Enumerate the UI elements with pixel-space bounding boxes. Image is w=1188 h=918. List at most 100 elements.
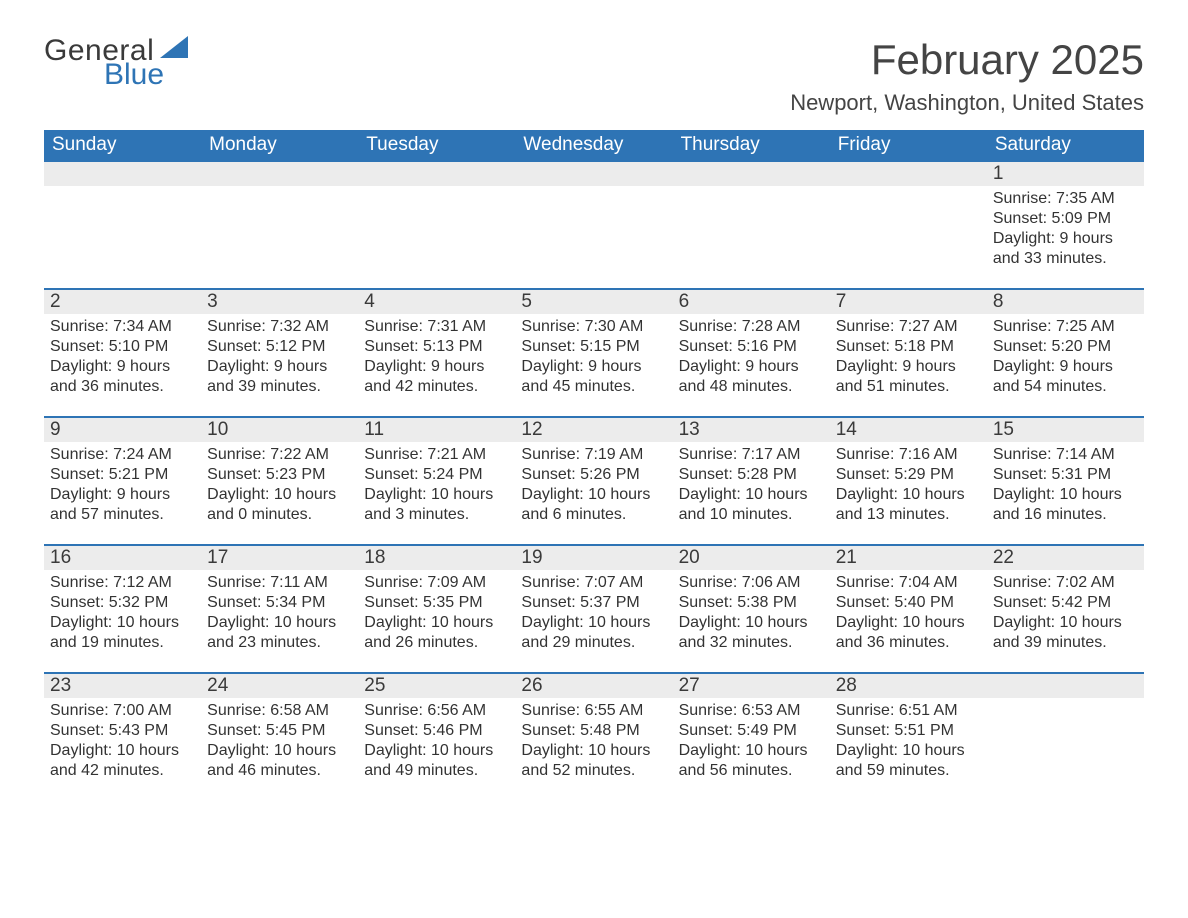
sunset-text: Sunset: 5:24 PM [364, 465, 509, 485]
day-detail: Sunrise: 7:04 AMSunset: 5:40 PMDaylight:… [830, 570, 987, 657]
sunset-text: Sunset: 5:09 PM [993, 209, 1138, 229]
weekday-header: Saturday [987, 130, 1144, 162]
day-detail: Sunrise: 7:27 AMSunset: 5:18 PMDaylight:… [830, 314, 987, 401]
sunrise-text: Sunrise: 7:28 AM [679, 317, 824, 337]
dl2-text: and 23 minutes. [207, 633, 352, 653]
dl2-text: and 54 minutes. [993, 377, 1138, 397]
dl2-text: and 29 minutes. [521, 633, 666, 653]
sunset-text: Sunset: 5:31 PM [993, 465, 1138, 485]
day-detail: Sunrise: 7:30 AMSunset: 5:15 PMDaylight:… [515, 314, 672, 401]
dl1-text: Daylight: 10 hours [521, 741, 666, 761]
logo-word-2: Blue [104, 60, 194, 90]
sunset-text: Sunset: 5:34 PM [207, 593, 352, 613]
empty-cell [830, 162, 987, 288]
day-cell: 28Sunrise: 6:51 AMSunset: 5:51 PMDayligh… [830, 674, 987, 800]
sunrise-text: Sunrise: 6:53 AM [679, 701, 824, 721]
day-number [987, 674, 1144, 698]
sunrise-text: Sunrise: 7:04 AM [836, 573, 981, 593]
sunset-text: Sunset: 5:12 PM [207, 337, 352, 357]
dl1-text: Daylight: 10 hours [207, 613, 352, 633]
sunset-text: Sunset: 5:21 PM [50, 465, 195, 485]
week-row: 16Sunrise: 7:12 AMSunset: 5:32 PMDayligh… [44, 544, 1144, 672]
sunrise-text: Sunrise: 7:25 AM [993, 317, 1138, 337]
dl2-text: and 19 minutes. [50, 633, 195, 653]
sunrise-text: Sunrise: 7:21 AM [364, 445, 509, 465]
dl2-text: and 42 minutes. [50, 761, 195, 781]
sunrise-text: Sunrise: 7:14 AM [993, 445, 1138, 465]
dl2-text: and 26 minutes. [364, 633, 509, 653]
sunrise-text: Sunrise: 6:56 AM [364, 701, 509, 721]
day-number: 2 [44, 290, 201, 314]
day-detail: Sunrise: 7:24 AMSunset: 5:21 PMDaylight:… [44, 442, 201, 529]
sunrise-text: Sunrise: 7:32 AM [207, 317, 352, 337]
day-cell: 14Sunrise: 7:16 AMSunset: 5:29 PMDayligh… [830, 418, 987, 544]
calendar-grid: SundayMondayTuesdayWednesdayThursdayFrid… [44, 130, 1144, 800]
day-number [515, 162, 672, 186]
sunrise-text: Sunrise: 7:02 AM [993, 573, 1138, 593]
dl2-text: and 16 minutes. [993, 505, 1138, 525]
dl1-text: Daylight: 10 hours [50, 741, 195, 761]
day-detail: Sunrise: 7:14 AMSunset: 5:31 PMDaylight:… [987, 442, 1144, 529]
empty-cell [515, 162, 672, 288]
day-cell: 19Sunrise: 7:07 AMSunset: 5:37 PMDayligh… [515, 546, 672, 672]
sunset-text: Sunset: 5:20 PM [993, 337, 1138, 357]
day-number: 9 [44, 418, 201, 442]
day-cell: 9Sunrise: 7:24 AMSunset: 5:21 PMDaylight… [44, 418, 201, 544]
day-detail: Sunrise: 7:00 AMSunset: 5:43 PMDaylight:… [44, 698, 201, 785]
weekday-header: Monday [201, 130, 358, 162]
logo: General Blue [44, 36, 194, 90]
day-detail: Sunrise: 7:06 AMSunset: 5:38 PMDaylight:… [673, 570, 830, 657]
dl2-text: and 45 minutes. [521, 377, 666, 397]
day-detail: Sunrise: 7:02 AMSunset: 5:42 PMDaylight:… [987, 570, 1144, 657]
day-number: 8 [987, 290, 1144, 314]
weekday-header: Wednesday [515, 130, 672, 162]
dl1-text: Daylight: 10 hours [207, 741, 352, 761]
dl2-text: and 3 minutes. [364, 505, 509, 525]
page-header: General Blue February 2025 Newport, Wash… [44, 36, 1144, 116]
sunset-text: Sunset: 5:26 PM [521, 465, 666, 485]
day-number: 28 [830, 674, 987, 698]
dl1-text: Daylight: 10 hours [50, 613, 195, 633]
sunset-text: Sunset: 5:29 PM [836, 465, 981, 485]
dl2-text: and 56 minutes. [679, 761, 824, 781]
sunset-text: Sunset: 5:51 PM [836, 721, 981, 741]
weekday-header: Thursday [673, 130, 830, 162]
day-detail: Sunrise: 7:35 AMSunset: 5:09 PMDaylight:… [987, 186, 1144, 273]
dl1-text: Daylight: 10 hours [679, 613, 824, 633]
sunrise-text: Sunrise: 7:00 AM [50, 701, 195, 721]
day-number: 3 [201, 290, 358, 314]
day-cell: 21Sunrise: 7:04 AMSunset: 5:40 PMDayligh… [830, 546, 987, 672]
dl1-text: Daylight: 9 hours [50, 357, 195, 377]
day-cell: 8Sunrise: 7:25 AMSunset: 5:20 PMDaylight… [987, 290, 1144, 416]
day-number: 26 [515, 674, 672, 698]
dl1-text: Daylight: 10 hours [993, 485, 1138, 505]
day-number: 6 [673, 290, 830, 314]
dl1-text: Daylight: 10 hours [836, 613, 981, 633]
dl1-text: Daylight: 9 hours [836, 357, 981, 377]
dl2-text: and 36 minutes. [836, 633, 981, 653]
day-cell: 4Sunrise: 7:31 AMSunset: 5:13 PMDaylight… [358, 290, 515, 416]
week-row: 1Sunrise: 7:35 AMSunset: 5:09 PMDaylight… [44, 162, 1144, 288]
day-cell: 15Sunrise: 7:14 AMSunset: 5:31 PMDayligh… [987, 418, 1144, 544]
day-cell: 6Sunrise: 7:28 AMSunset: 5:16 PMDaylight… [673, 290, 830, 416]
dl1-text: Daylight: 9 hours [207, 357, 352, 377]
dl2-text: and 32 minutes. [679, 633, 824, 653]
dl1-text: Daylight: 10 hours [521, 613, 666, 633]
location-subtitle: Newport, Washington, United States [790, 90, 1144, 116]
sunset-text: Sunset: 5:16 PM [679, 337, 824, 357]
day-detail: Sunrise: 6:56 AMSunset: 5:46 PMDaylight:… [358, 698, 515, 785]
sunrise-text: Sunrise: 7:30 AM [521, 317, 666, 337]
day-number: 15 [987, 418, 1144, 442]
sunrise-text: Sunrise: 7:16 AM [836, 445, 981, 465]
day-cell: 26Sunrise: 6:55 AMSunset: 5:48 PMDayligh… [515, 674, 672, 800]
day-detail: Sunrise: 6:53 AMSunset: 5:49 PMDaylight:… [673, 698, 830, 785]
sunset-text: Sunset: 5:42 PM [993, 593, 1138, 613]
sunrise-text: Sunrise: 7:35 AM [993, 189, 1138, 209]
sunrise-text: Sunrise: 7:12 AM [50, 573, 195, 593]
sunset-text: Sunset: 5:15 PM [521, 337, 666, 357]
week-row: 2Sunrise: 7:34 AMSunset: 5:10 PMDaylight… [44, 288, 1144, 416]
day-cell: 24Sunrise: 6:58 AMSunset: 5:45 PMDayligh… [201, 674, 358, 800]
day-number: 4 [358, 290, 515, 314]
day-cell: 20Sunrise: 7:06 AMSunset: 5:38 PMDayligh… [673, 546, 830, 672]
day-detail: Sunrise: 7:21 AMSunset: 5:24 PMDaylight:… [358, 442, 515, 529]
